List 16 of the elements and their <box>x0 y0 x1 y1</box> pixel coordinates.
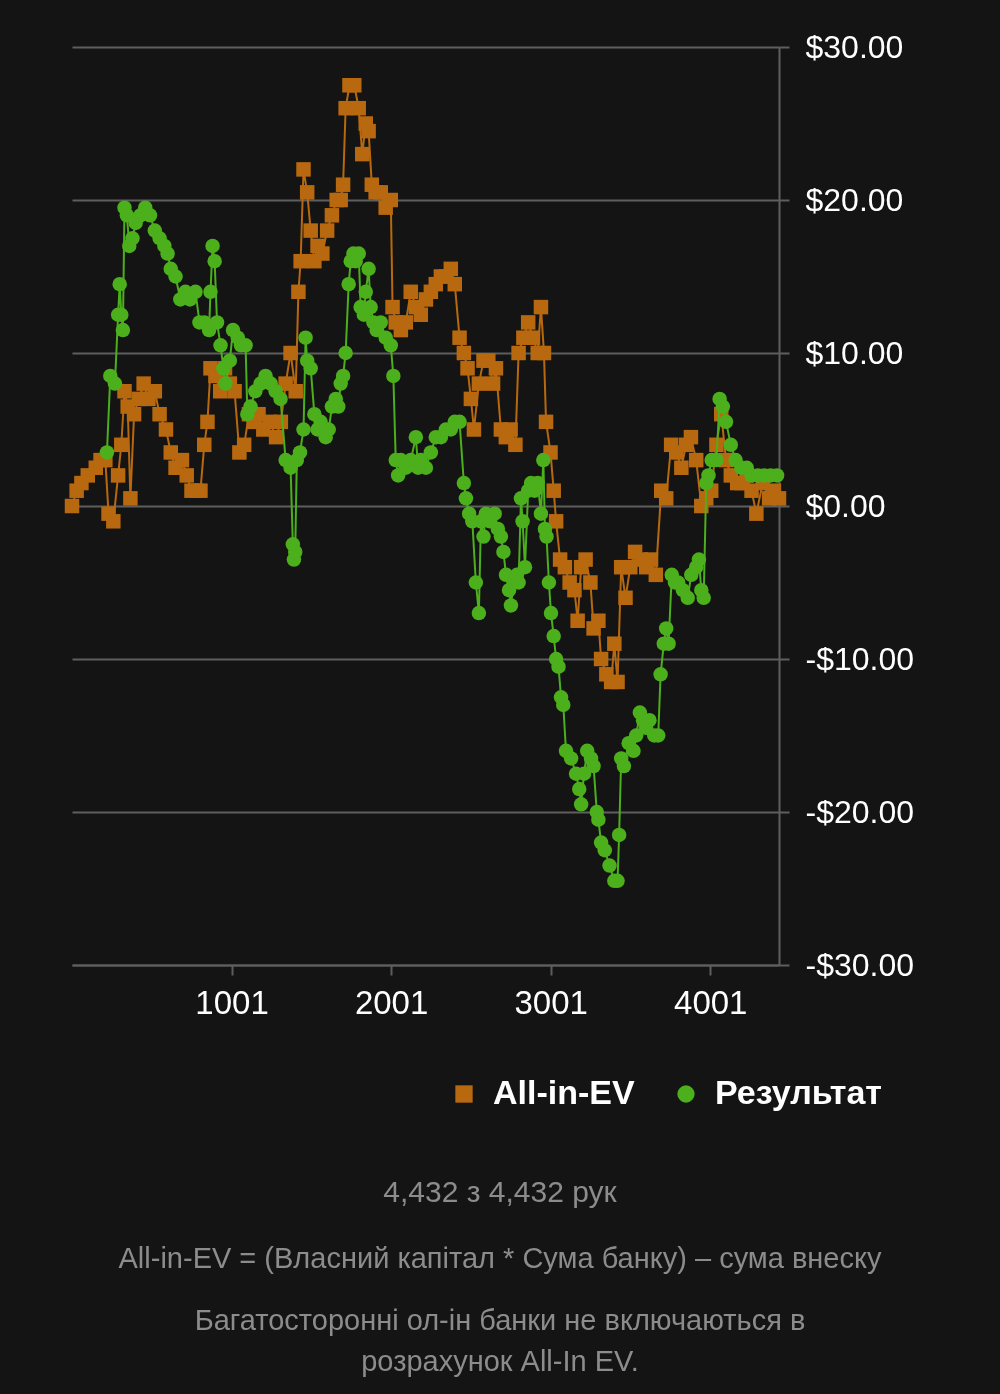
y-tick-label: -$20.00 <box>805 793 915 830</box>
x-tick-label: 3001 <box>514 983 588 1021</box>
legend-label: Результат <box>715 1073 882 1111</box>
y-tick-label: $10.00 <box>805 334 904 371</box>
x-tick-label: 4001 <box>674 983 748 1021</box>
y-tick-label: -$30.00 <box>805 946 915 983</box>
y-tick-label: $20.00 <box>805 181 904 218</box>
y-tick-label: -$10.00 <box>805 640 915 677</box>
y-tick-label: $0.00 <box>805 487 886 524</box>
text: All-in-EV = (Власний капітал * Сума банку) – сума внеску <box>118 1241 882 1274</box>
y-tick-label: $30.00 <box>805 28 904 65</box>
legend-label: All-in-EV <box>493 1073 635 1111</box>
text: Багатосторонні ол-ін банки не включаються в розрахунок All-In EV. <box>194 1303 806 1378</box>
x-tick-label: 1001 <box>195 983 269 1021</box>
text: 4,432 з 4,432 рук <box>383 1175 618 1208</box>
x-tick-label: 2001 <box>354 983 429 1021</box>
